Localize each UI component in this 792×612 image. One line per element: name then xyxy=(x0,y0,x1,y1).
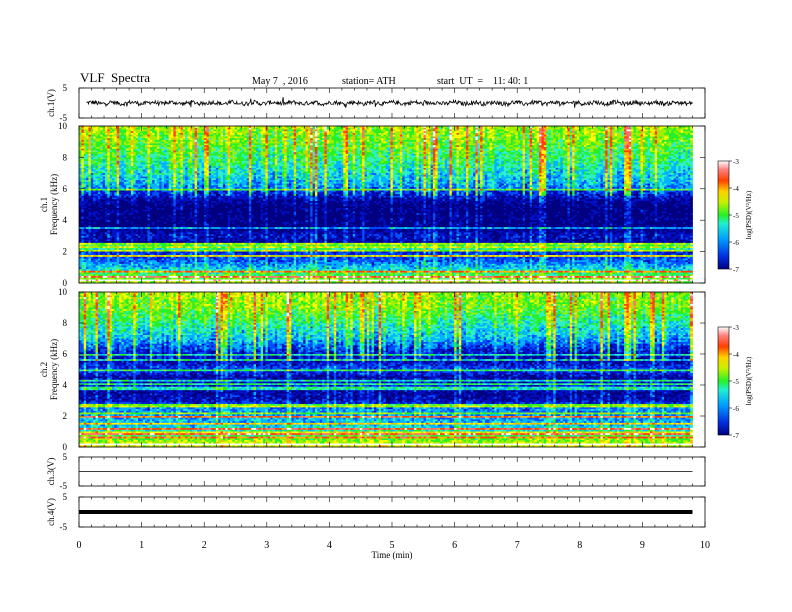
colorbar-tick-label: -7 xyxy=(733,432,739,440)
y-tick-label: 10 xyxy=(58,287,68,297)
colorbar-tick-label: -4 xyxy=(733,351,739,359)
y-axis-label: ch.1(V) xyxy=(46,89,56,117)
vlf-spectra-figure: 5-5ch.1(V)5-5ch.3(V)5-5ch.4(V)0246810ch.… xyxy=(0,0,792,612)
colorbar-tick-label: -6 xyxy=(733,239,739,247)
colorbar-tick-label: -7 xyxy=(733,266,739,274)
colorbar xyxy=(718,327,729,435)
colorbar xyxy=(718,161,729,269)
y-tick-label: 5 xyxy=(63,83,68,93)
colorbar-tick-label: -3 xyxy=(733,158,739,166)
waveform-line xyxy=(87,97,693,108)
y-tick-label: 4 xyxy=(63,215,68,225)
x-tick-label: 9 xyxy=(640,540,645,551)
x-axis-label: Time (min) xyxy=(372,550,413,560)
y-axis-label: Frequency (kHz) xyxy=(49,339,59,400)
y-axis-label: ch.1 xyxy=(39,197,49,212)
x-tick-label: 2 xyxy=(202,540,207,551)
x-tick-label: 8 xyxy=(577,540,582,551)
colorbar-label: log(PSD)(V²/Hz) xyxy=(745,190,753,239)
y-tick-label: 6 xyxy=(63,349,68,359)
colorbar-tick-label: -5 xyxy=(733,212,739,220)
colorbar-tick-label: -4 xyxy=(733,185,739,193)
y-tick-label: -5 xyxy=(60,481,68,491)
x-tick-label: 1 xyxy=(139,540,144,551)
x-tick-label: 3 xyxy=(264,540,269,551)
y-tick-label: 0 xyxy=(63,442,68,452)
colorbar-label: log(PSD)(V²/Hz) xyxy=(745,356,753,405)
colorbar-tick-label: -6 xyxy=(733,405,739,413)
y-tick-label: 6 xyxy=(63,184,68,194)
spectrogram-cells xyxy=(79,292,693,447)
x-tick-label: 7 xyxy=(515,540,520,551)
y-tick-label: 8 xyxy=(63,152,68,162)
y-tick-label: 2 xyxy=(63,411,68,421)
colorbar-tick-label: -5 xyxy=(733,378,739,386)
y-axis-label: Frequency (kHz) xyxy=(49,174,59,235)
colorbar-tick-label: -3 xyxy=(733,324,739,332)
x-tick-label: 4 xyxy=(327,540,332,551)
y-axis-label: ch.4(V) xyxy=(46,498,56,526)
y-axis-label: ch.2 xyxy=(39,362,49,377)
y-tick-label: 5 xyxy=(63,452,68,462)
y-tick-label: 2 xyxy=(63,247,68,257)
y-axis-label: ch.3(V) xyxy=(46,458,56,486)
x-tick-label: 0 xyxy=(77,540,82,551)
y-tick-label: 8 xyxy=(63,318,68,328)
x-tick-label: 10 xyxy=(700,540,710,551)
y-tick-label: -5 xyxy=(60,522,68,532)
y-tick-label: 5 xyxy=(63,492,68,502)
spectrogram-cells xyxy=(79,126,693,283)
y-tick-label: 10 xyxy=(58,121,68,131)
y-tick-label: 4 xyxy=(63,380,68,390)
x-tick-label: 6 xyxy=(452,540,457,551)
